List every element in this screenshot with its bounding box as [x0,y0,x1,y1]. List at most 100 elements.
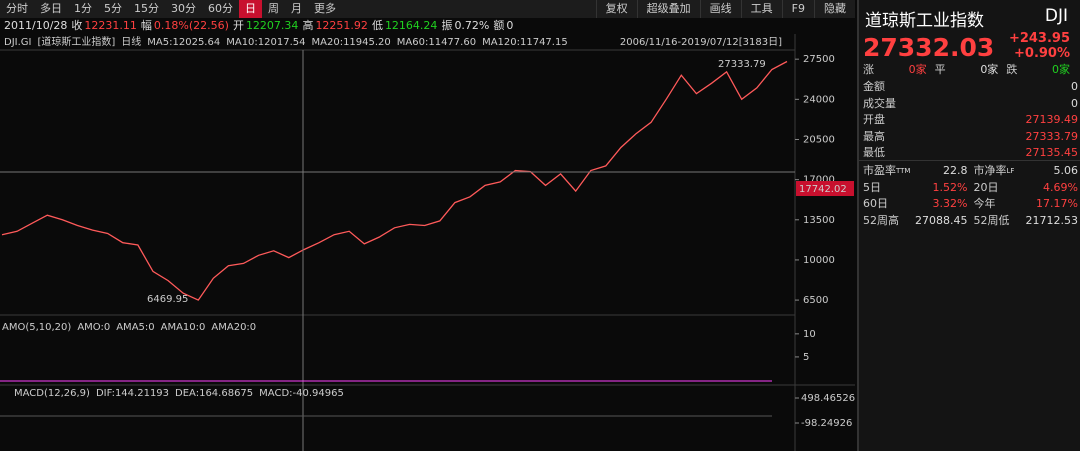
date-range: 2006/11/16-2019/07/12[3183日] [620,37,782,48]
period-tab[interactable]: 月 [291,2,302,15]
info-value: 12164.24 [384,19,438,32]
symbol: DJI.GI [4,37,31,48]
tool-buttons: 复权 超级叠加 画线 工具 F9 隐藏 [595,0,855,18]
period-tab[interactable]: 多日 [40,2,62,15]
low-label: 6469.95 [147,294,188,305]
indicator: AMA5:0 [116,322,154,333]
cell-value: 1.52% [932,180,968,194]
period-tab[interactable]: 日 [239,0,262,18]
row-label: 成交量 [863,96,896,110]
row-value: 27333.79 [1025,129,1079,143]
cell: 60日 3.32% [863,196,968,212]
quote-change-pct: +0.90% [1014,46,1070,61]
info-value: 12251.92 [315,19,368,32]
quote-price: 27332.03 [863,33,995,62]
cell-value: 21712.53 [1025,213,1079,227]
row-label: 最低 [863,146,885,159]
period-tab[interactable]: 1分 [74,2,92,15]
info-value: 0.18%(22.56) [153,19,229,32]
tool-button[interactable]: 超级叠加 [636,0,700,18]
cursor-box [796,181,854,196]
info-label: 幅 [140,19,152,32]
quote-row: 最高 27333.79 [863,129,1078,145]
row-label: 最高 [863,129,885,143]
indicator: AMA20:0 [211,322,256,333]
cell-label: 52周低 [973,213,1010,227]
period-tab[interactable]: 15分 [134,2,159,15]
info-label: 振 [441,19,453,32]
cell-value: 5.06 [1053,164,1079,177]
breadth-row: 涨 0家平 0家跌 0家 [863,62,1078,78]
indicator: MA60:11477.60 [397,37,476,48]
cell: 市净率 LF 5.06 [974,163,1079,179]
indicator: DIF:144.21193 [96,388,169,399]
cell-sup: LF [1006,167,1015,175]
cell-label: 市盈率 [863,164,896,177]
high-label: 27333.79 [718,59,766,70]
info-value: 12207.34 [245,19,299,32]
indicator: DEA:164.68675 [175,388,253,399]
panel-title: MACD(12,26,9) [14,388,90,399]
cell-label: 市净率 [973,164,1007,177]
indicator: MACD:-40.94965 [259,388,344,399]
y-tick-label: 27500 [803,54,835,65]
row-value: 0 [1071,96,1078,110]
y-tick-label: 10 [803,329,816,340]
tool-button[interactable]: F9 [781,0,814,18]
indicator: MA10:12017.54 [226,37,305,48]
cell: 市盈率 TTM 22.8 [863,163,968,179]
quote-change: +243.95 [1008,31,1070,46]
cell-value: 27088.45 [915,213,968,227]
info-label: 低 [371,19,383,32]
period-tab[interactable]: 60分 [208,2,233,15]
period-tab[interactable]: 更多 [314,2,336,15]
price-line [1,60,788,301]
toolbar: 分时 多日 1分 5分 15分 30分 60分日周月更多 复权 超级叠加 画线 工具 F9 隐藏 [0,0,855,18]
row-value: 27139.49 [1025,113,1079,126]
quote-row: 52周高 27088.45 52周低 21712.53 [863,213,1078,229]
cell: 20日 4.69% [974,180,1079,196]
quote-row: 最低 27135.45 [863,145,1078,161]
row-value: 0 [1071,80,1078,93]
tool-button[interactable]: 画线 [699,0,741,18]
cell-label: 5日 [863,180,881,194]
indicator: MA120:11747.15 [482,37,568,48]
info-label: 额 [493,19,505,32]
period-tabs: 分时 多日 1分 5分 15分 30分 60分日周月更多 [0,0,342,18]
cell-label: 今年 [973,197,996,210]
info-value: 12231.11 [84,19,137,32]
period: 日线 [121,35,141,48]
quote-row: 市盈率 TTM 22.8 市净率 LF 5.06 [863,163,1078,179]
tool-button[interactable]: 隐藏 [814,0,855,18]
period-tab[interactable]: 5分 [104,2,122,15]
cell-label: 20日 [973,180,999,194]
tool-button[interactable]: 复权 [595,0,637,18]
period-tab[interactable]: 分时 [6,2,28,15]
chart: DJI.GI [道琼斯工业指数] 日线 MA5:12025.64 MA10:12017.… [0,34,855,451]
period-tab[interactable]: 周 [268,2,279,15]
cell-value: 3.32% [932,197,968,210]
quote-row: 成交量 0 [863,96,1078,112]
tool-button[interactable]: 工具 [740,0,782,18]
y-tick-label: 17000 [803,175,835,186]
y-tick-label: 13500 [803,215,835,226]
separator [859,160,1080,161]
indicator: MA5:12025.64 [147,37,220,48]
cell: 今年 17.17% [974,196,1079,212]
cell-value: 17.17% [1036,197,1078,210]
symbol-name: [道琼斯工业指数] [37,35,115,48]
breadth-label: 跌 [1006,63,1018,76]
y-tick-label: 5 [803,352,809,363]
cell-value: 22.8 [943,164,968,177]
quote-row: 开盘 27139.49 [863,112,1078,128]
info-value: 0 [506,19,514,32]
y-tick-label: 6500 [803,295,828,306]
cell: 52周低 21712.53 [974,213,1079,229]
quote-name: 道琼斯工业指数 [865,11,984,31]
y-tick-label: 20500 [803,134,835,145]
breadth-value: 0家 [908,63,927,76]
period-tab[interactable]: 30分 [171,2,196,15]
row-value: 27135.45 [1025,146,1079,159]
y-tick-label: -98.24926 [801,418,852,429]
